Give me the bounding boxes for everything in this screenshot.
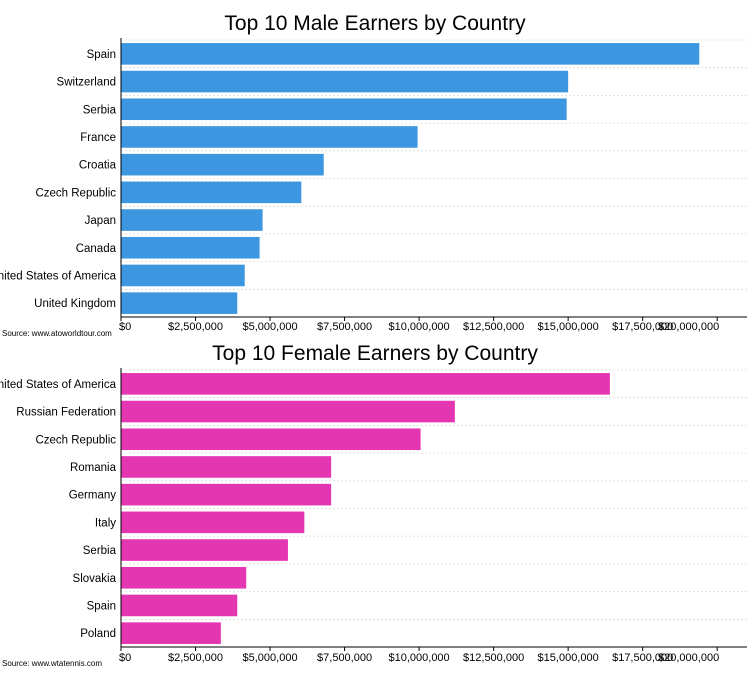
bar	[121, 539, 288, 561]
category-label: Spain	[87, 600, 116, 612]
bar	[121, 70, 569, 93]
x-tick-label: $2,500,000	[168, 652, 223, 664]
category-label: Croatia	[79, 160, 117, 172]
bar	[121, 98, 567, 121]
category-label: Russian Federation	[16, 407, 116, 419]
category-label: Germany	[69, 490, 117, 502]
bar	[121, 456, 332, 478]
source-note: Source: www.atoworldtour.com	[2, 329, 112, 338]
x-tick-label: $12,500,000	[463, 321, 524, 333]
category-label: Serbia	[83, 545, 117, 557]
bar	[121, 594, 238, 617]
bar	[121, 264, 245, 287]
bar	[121, 43, 700, 65]
bar	[121, 622, 221, 644]
category-label: United States of America	[0, 379, 117, 391]
x-tick-label: $17,500,000	[612, 652, 673, 664]
category-label: Canada	[76, 243, 117, 255]
bar	[121, 292, 238, 314]
category-label: Serbia	[83, 104, 117, 116]
x-tick-label: $17,500,000	[612, 321, 673, 333]
x-tick-label: $0	[119, 321, 131, 333]
x-tick-label: $7,500,000	[317, 652, 372, 664]
x-tick-label: $20,000,000	[658, 652, 719, 664]
category-label: Poland	[80, 628, 116, 640]
x-tick-label: $5,000,000	[243, 652, 298, 664]
bar	[121, 483, 332, 506]
category-label: Spain	[87, 49, 116, 61]
x-tick-label: $10,000,000	[389, 321, 450, 333]
category-label: Switzerland	[57, 77, 116, 89]
x-tick-label: $0	[119, 652, 131, 664]
x-tick-label: $15,000,000	[538, 652, 599, 664]
bar	[121, 373, 610, 395]
bar	[121, 209, 263, 231]
category-label: Italy	[95, 517, 116, 529]
bar	[121, 400, 455, 423]
category-label: United States of America	[0, 270, 117, 282]
bar	[121, 153, 324, 176]
category-label: United Kingdom	[34, 298, 116, 310]
bar	[121, 236, 260, 259]
x-tick-label: $10,000,000	[389, 652, 450, 664]
category-label: Japan	[85, 215, 116, 227]
category-label: Romania	[70, 462, 117, 474]
bar	[121, 511, 305, 534]
bar	[121, 566, 247, 589]
category-label: Czech Republic	[35, 187, 116, 199]
source-note: Source: www.wtatennis.com	[2, 659, 102, 668]
chart-title: Top 10 Female Earners by Country	[212, 342, 538, 365]
x-tick-label: $12,500,000	[463, 652, 524, 664]
x-tick-label: $15,000,000	[538, 321, 599, 333]
bar	[121, 126, 418, 148]
x-tick-label: $20,000,000	[658, 321, 719, 333]
x-tick-label: $5,000,000	[243, 321, 298, 333]
category-label: Czech Republic	[35, 434, 116, 446]
category-label: Slovakia	[73, 573, 117, 585]
chart-title: Top 10 Male Earners by Country	[224, 12, 526, 35]
bar	[121, 181, 302, 204]
bar	[121, 428, 421, 451]
x-tick-label: $2,500,000	[168, 321, 223, 333]
x-tick-label: $7,500,000	[317, 321, 372, 333]
category-label: France	[80, 132, 116, 144]
